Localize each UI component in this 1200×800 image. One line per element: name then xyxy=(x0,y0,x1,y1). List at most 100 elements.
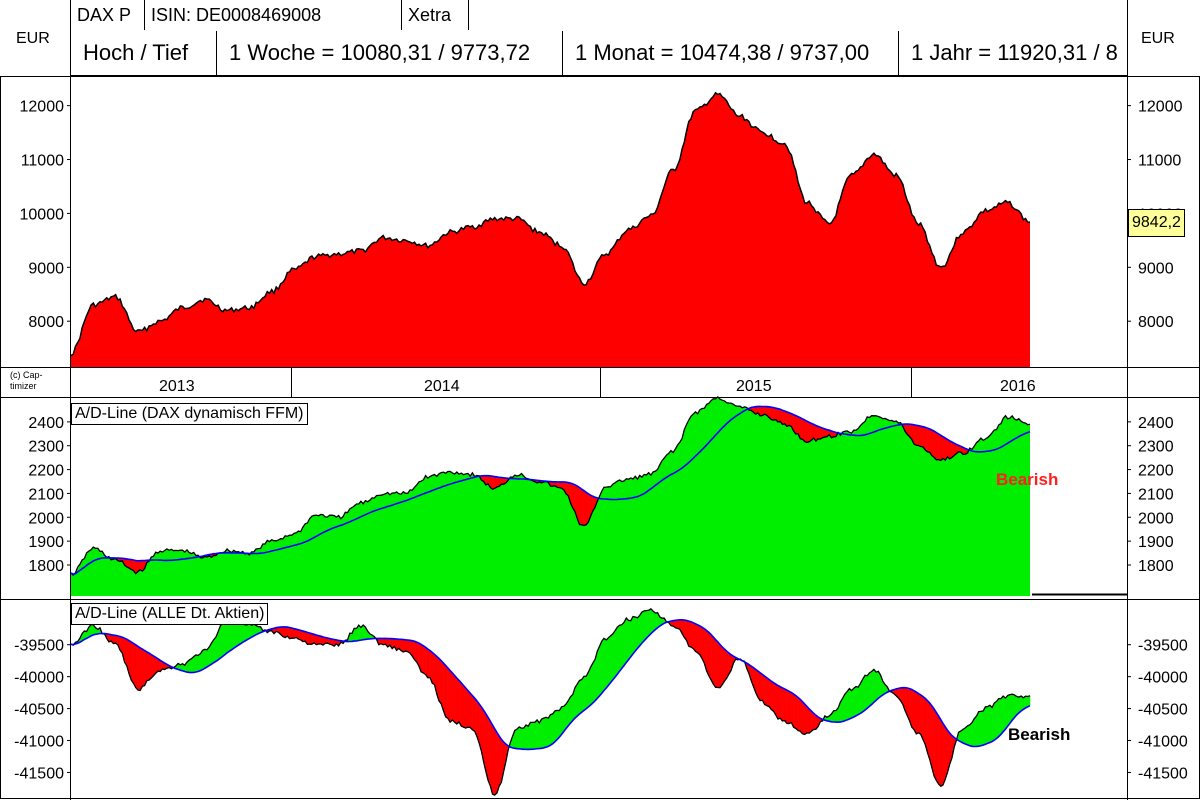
ad-fill-below xyxy=(800,698,803,735)
ad-fill-above xyxy=(996,697,1000,740)
ad-fill-below xyxy=(940,434,944,461)
ad-fill-above xyxy=(998,698,1002,738)
range-week: 1 Woche = 10080,31 / 9773,72 xyxy=(217,31,563,75)
ad-fill-above xyxy=(561,705,565,735)
ad-fill-above xyxy=(1009,693,1013,724)
ad-fill-below xyxy=(675,619,678,629)
ad-fill-below xyxy=(782,687,785,722)
ad-all-ytick-right: -40500 xyxy=(1138,702,1188,719)
ad-all-ytick-right: -40000 xyxy=(1138,670,1188,687)
ad-fill-above xyxy=(967,724,971,747)
ad-fill-above xyxy=(233,620,237,649)
ad-fill-above xyxy=(851,687,855,719)
ad-fill-below xyxy=(423,645,426,676)
ad-fill-above xyxy=(965,725,968,746)
ad-fill-above xyxy=(994,700,997,741)
ad-fill-above xyxy=(989,704,993,743)
price-ytick-left: 11000 xyxy=(21,153,64,170)
ad-all-title: A/D-Line (ALLE Dt. Aktien) xyxy=(71,603,269,625)
ad-fill-below xyxy=(800,417,803,440)
ad-fill-above xyxy=(525,724,529,750)
price-area xyxy=(71,92,1030,368)
ad-fill-above xyxy=(548,713,551,747)
ad-fill-below xyxy=(927,699,930,760)
ad-fill-below xyxy=(804,419,808,443)
exchange-label: Xetra xyxy=(402,0,469,30)
ad-fill-above xyxy=(619,624,623,672)
ad-fill-below xyxy=(494,727,498,796)
ad-fill-above xyxy=(650,608,654,635)
ad-fill-below xyxy=(583,490,587,526)
ad-fill-below xyxy=(302,630,306,642)
currency-left: EUR xyxy=(16,30,50,47)
ad-fill-above xyxy=(985,706,988,745)
ad-fill-above xyxy=(614,626,618,678)
last-price-badge: 9842,2 xyxy=(1128,209,1185,237)
ad-fill-above xyxy=(195,654,199,673)
ad-fill-below xyxy=(793,693,797,729)
ad-fill-above xyxy=(628,620,632,661)
ad-fill-below xyxy=(777,408,781,423)
ad-fill-above xyxy=(603,637,607,692)
ad-fill-below xyxy=(458,679,462,727)
ad-fill-below xyxy=(151,654,154,679)
ad-fill-below xyxy=(139,647,143,691)
ad-line xyxy=(70,607,1031,796)
ad-fill-below xyxy=(786,411,790,427)
ad-fill-above xyxy=(973,715,977,747)
ad-moving-average xyxy=(70,618,1031,751)
ad-fill-above xyxy=(552,710,556,745)
ad-dax-ytick-right: 1900 xyxy=(1138,534,1174,551)
ad-fill-above xyxy=(519,726,522,750)
ad-fill-below xyxy=(449,669,453,723)
ad-dax-ytick-left: 2000 xyxy=(28,510,64,527)
ad-fill-below xyxy=(452,672,455,723)
ad-fill-above xyxy=(962,727,966,745)
ad-fill-below xyxy=(940,718,944,787)
ad-fill-below xyxy=(291,627,295,639)
ad-fill-below xyxy=(795,415,799,435)
ad-fill-below xyxy=(713,636,716,689)
ad-fill-below xyxy=(927,427,930,453)
ad-fill-below xyxy=(929,428,933,457)
ad-fill-below xyxy=(947,438,950,460)
ad-fill-below xyxy=(492,475,495,490)
ad-all-ytick-right: -41000 xyxy=(1138,734,1188,751)
price-ytick-right: 12000 xyxy=(1138,99,1183,116)
ad-fill-below xyxy=(933,430,937,461)
ad-all-ytick-left: -40500 xyxy=(14,702,64,719)
ad-fill-above xyxy=(630,616,634,658)
price-ytick-left: 12000 xyxy=(20,99,65,116)
ad-all-ytick-right: -41500 xyxy=(1138,765,1188,782)
ad-fill-below xyxy=(938,433,942,461)
ad-fill-below xyxy=(298,629,301,641)
ad-fill-above xyxy=(621,621,625,670)
ad-fill-below xyxy=(585,491,589,526)
ad-dax-ytick-left: 2300 xyxy=(28,439,64,456)
ad-dax-ytick-right: 1800 xyxy=(1138,558,1174,575)
ad-fill-below xyxy=(942,436,946,461)
ad-fill-above xyxy=(871,668,875,705)
ad-fill-above xyxy=(652,610,656,633)
ad-all-ytick-left: -40000 xyxy=(14,670,64,687)
ad-fill-below xyxy=(771,680,774,712)
ad-fill-above xyxy=(240,621,243,645)
ad-fill-above xyxy=(244,624,248,642)
bearish-label-dax: Bearish xyxy=(996,470,1059,489)
ad-fill-below xyxy=(130,641,134,684)
ad-fill-above xyxy=(846,687,850,721)
ad-dax-ytick-right: 2400 xyxy=(1138,415,1174,432)
ad-fill-below xyxy=(918,693,921,735)
ad-fill-above xyxy=(579,679,582,715)
ad-fill-below xyxy=(148,652,152,681)
ad-fill-above xyxy=(606,637,609,689)
ad-fill-below xyxy=(920,694,924,740)
ad-fill-above xyxy=(634,616,638,652)
ad-fill-above xyxy=(588,667,591,708)
ad-fill-below xyxy=(135,644,139,691)
ad-fill-below xyxy=(474,697,478,737)
ad-area-green xyxy=(71,396,1030,596)
ad-fill-above xyxy=(987,704,991,744)
ad-fill-above xyxy=(1014,694,1017,719)
